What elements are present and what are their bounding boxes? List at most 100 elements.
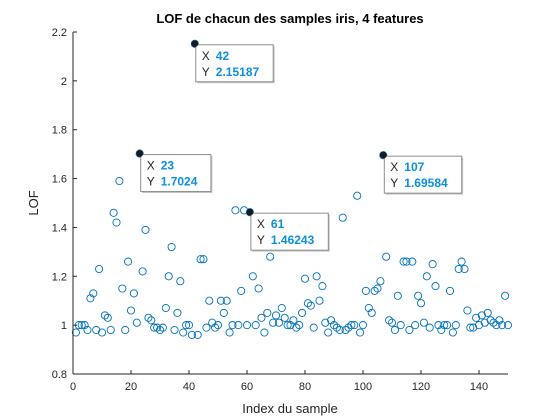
data-point: [358, 321, 368, 330]
data-point: [385, 316, 394, 325]
x-tick-label: 0: [70, 381, 76, 393]
data-point: [277, 303, 286, 313]
data-point: [463, 306, 472, 315]
data-point: [170, 325, 179, 335]
data-point: [489, 318, 498, 327]
data-point: [480, 318, 489, 327]
data-point: [103, 313, 112, 322]
data-point: [100, 311, 109, 320]
data-tip-box: [140, 154, 212, 193]
data-tip-marker[interactable]: [136, 150, 144, 157]
data-point: [237, 286, 246, 295]
data-point: [263, 308, 272, 317]
data-point: [411, 321, 420, 330]
data-point: [324, 328, 333, 337]
y-tick-label: 2: [61, 76, 67, 88]
data-point: [164, 272, 173, 281]
data-point: [300, 274, 310, 283]
data-point: [335, 325, 344, 335]
data-point: [269, 318, 278, 327]
data-point: [216, 296, 225, 305]
data-tip-x-value: 23: [161, 159, 175, 173]
x-tick-label: 140: [470, 381, 488, 393]
data-tip-marker[interactable]: [246, 208, 254, 216]
data-point: [503, 321, 513, 330]
data-point: [376, 277, 385, 286]
y-axis-label: LOF: [26, 190, 41, 215]
data-point: [260, 328, 269, 337]
data-points: [71, 39, 513, 339]
data-point: [454, 264, 463, 274]
data-tip[interactable]: X 42 Y 2.15187: [191, 40, 275, 84]
data-point: [402, 257, 411, 266]
data-point: [153, 323, 162, 332]
data-point: [431, 282, 440, 291]
data-point: [286, 321, 295, 330]
data-point: [274, 318, 283, 327]
data-point: [280, 313, 289, 322]
data-point: [425, 323, 434, 332]
data-tip[interactable]: X 23 Y 1.7024: [136, 150, 213, 194]
data-tip-y-label: Y: [390, 176, 398, 190]
x-axis-label: Index du sample: [242, 401, 337, 416]
data-point: [298, 308, 307, 317]
data-point: [158, 323, 167, 332]
data-point: [477, 311, 486, 320]
data-point: [254, 284, 263, 293]
data-point: [315, 296, 324, 305]
data-point: [86, 294, 95, 303]
data-point: [495, 316, 504, 325]
data-point: [364, 303, 373, 313]
data-point: [144, 313, 153, 322]
data-point: [211, 323, 220, 332]
data-point: [182, 321, 191, 330]
data-tip-x-label: X: [202, 49, 210, 63]
data-point: [408, 257, 417, 266]
data-point: [176, 277, 185, 286]
data-point: [271, 311, 281, 320]
data-point: [303, 299, 312, 308]
data-tip-marker[interactable]: [191, 40, 199, 48]
data-tip-box: [195, 44, 274, 83]
data-point: [472, 313, 481, 322]
data-point: [356, 328, 365, 337]
data-tip-x-label: X: [390, 160, 398, 174]
data-point: [118, 284, 127, 293]
data-tip[interactable]: X 107 Y 1.69584: [379, 151, 464, 195]
data-point: [448, 328, 457, 337]
data-point: [228, 321, 237, 330]
data-point: [434, 321, 443, 330]
data-point: [121, 325, 130, 335]
x-tick-label: 40: [183, 381, 195, 393]
data-point: [393, 291, 402, 300]
data-point: [387, 318, 397, 327]
data-point: [124, 257, 133, 266]
data-point: [147, 316, 156, 325]
data-point: [498, 321, 507, 330]
data-tip-marker[interactable]: [379, 151, 387, 159]
y-tick-label: 1.4: [52, 222, 67, 234]
data-point: [92, 325, 101, 335]
data-point: [347, 321, 356, 330]
data-point: [167, 242, 176, 252]
data-point: [115, 176, 124, 186]
data-point: [71, 328, 80, 337]
plot-area: [73, 32, 508, 374]
data-point: [173, 308, 182, 317]
data-point: [344, 323, 353, 332]
data-tip-x-value: 61: [271, 217, 285, 231]
data-tip-box: [250, 212, 329, 251]
data-point: [492, 321, 501, 330]
data-tip-y-value: 1.7024: [161, 175, 198, 189]
data-tip-box: [383, 155, 463, 194]
data-point: [190, 39, 199, 48]
data-point: [112, 218, 121, 227]
data-tip-x-label: X: [257, 217, 265, 231]
data-tip[interactable]: X 61 Y 1.46243: [246, 208, 330, 252]
y-tick-label: 1.2: [52, 271, 67, 283]
data-tip-y-value: 2.15187: [216, 65, 260, 79]
data-point: [419, 318, 428, 327]
data-point: [205, 296, 214, 305]
data-point: [184, 321, 194, 330]
